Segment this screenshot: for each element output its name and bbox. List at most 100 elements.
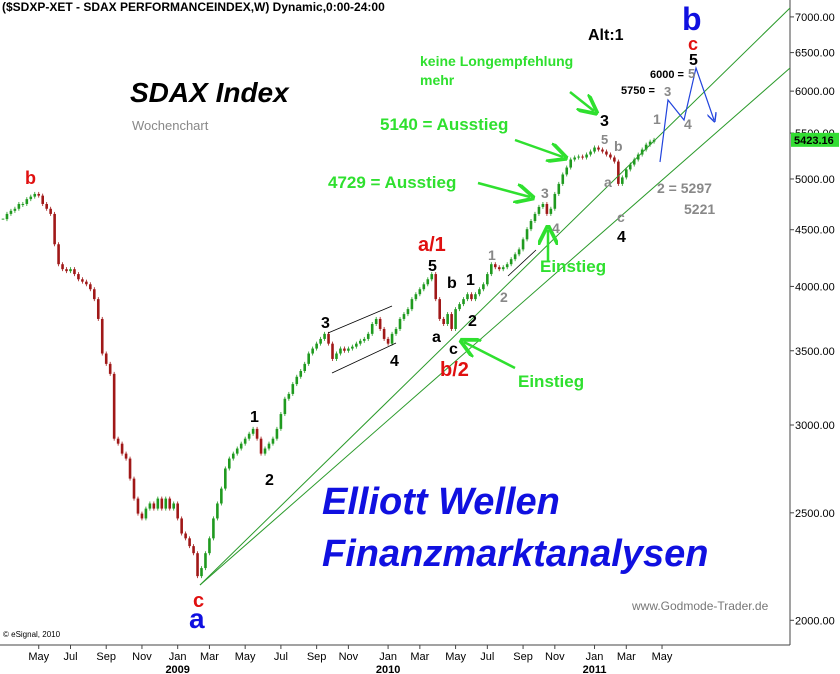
candle bbox=[553, 193, 557, 209]
candle bbox=[601, 149, 604, 152]
candle bbox=[188, 538, 191, 547]
candle bbox=[239, 443, 243, 449]
candle bbox=[343, 348, 346, 351]
candle bbox=[81, 279, 84, 282]
candle bbox=[128, 458, 132, 479]
y-tick-label: 3000.00 bbox=[795, 420, 835, 432]
annotation: 2 bbox=[468, 313, 477, 330]
annotation: keine Longempfehlung bbox=[420, 53, 573, 69]
candle bbox=[21, 203, 25, 205]
candle bbox=[557, 183, 561, 194]
candle bbox=[613, 157, 616, 162]
candle bbox=[216, 503, 219, 519]
annotation: Einstieg bbox=[518, 372, 584, 391]
annotation: 5221 bbox=[684, 201, 715, 217]
candle bbox=[434, 274, 438, 300]
x-year-label: 2011 bbox=[583, 664, 607, 674]
candle bbox=[347, 348, 350, 351]
annotation: 2 bbox=[265, 472, 274, 489]
candle bbox=[13, 208, 17, 211]
candle bbox=[541, 203, 545, 207]
annotation: a bbox=[432, 329, 441, 346]
candle bbox=[148, 503, 152, 509]
candle bbox=[569, 159, 573, 168]
candle bbox=[478, 289, 481, 295]
candle bbox=[61, 264, 64, 270]
y-tick-label: 6000.00 bbox=[795, 86, 835, 98]
candle bbox=[231, 453, 235, 459]
candle bbox=[192, 546, 195, 554]
candle bbox=[29, 196, 33, 200]
candle bbox=[490, 264, 493, 275]
candle bbox=[573, 157, 576, 160]
candle bbox=[414, 294, 418, 300]
candle bbox=[525, 229, 529, 240]
annotation: a/1 bbox=[418, 234, 446, 256]
annotation: 4729 = Ausstieg bbox=[328, 173, 456, 192]
x-tick-label: Sep bbox=[96, 651, 116, 663]
candle bbox=[398, 318, 402, 329]
candle bbox=[486, 274, 489, 285]
x-tick-label: Jul bbox=[63, 651, 77, 663]
candle bbox=[521, 239, 525, 250]
x-tick-label: Sep bbox=[513, 651, 533, 663]
candle bbox=[33, 193, 37, 197]
candle bbox=[168, 498, 172, 509]
candle bbox=[497, 267, 501, 270]
candle bbox=[263, 448, 267, 454]
y-tick-label: 5000.00 bbox=[795, 174, 835, 186]
candle bbox=[53, 213, 56, 245]
annotation: 4 bbox=[684, 116, 692, 132]
x-tick-label: Jan bbox=[586, 651, 604, 663]
candle bbox=[394, 328, 398, 334]
candle bbox=[132, 478, 136, 499]
candle bbox=[605, 151, 608, 155]
annotation: 5 bbox=[601, 132, 608, 147]
candle bbox=[402, 314, 406, 319]
candle bbox=[196, 553, 199, 577]
candle bbox=[386, 338, 390, 344]
annotation: 3 bbox=[664, 84, 671, 99]
annotation: Elliott Wellen bbox=[322, 481, 560, 523]
candle bbox=[628, 164, 632, 170]
candle bbox=[243, 438, 247, 444]
candle bbox=[124, 453, 128, 459]
x-tick-label: Mar bbox=[617, 651, 636, 663]
candle bbox=[49, 208, 52, 214]
candle bbox=[180, 518, 183, 534]
candle bbox=[255, 428, 259, 439]
candle bbox=[303, 363, 307, 371]
candle bbox=[561, 174, 565, 184]
candle bbox=[577, 156, 580, 158]
x-tick-label: Nov bbox=[339, 651, 359, 663]
candle bbox=[176, 503, 179, 519]
candle bbox=[589, 151, 592, 155]
annotation: c bbox=[193, 590, 204, 612]
candle bbox=[315, 343, 318, 349]
annotation: a bbox=[604, 174, 612, 190]
candle bbox=[93, 289, 96, 300]
x-tick-label: May bbox=[28, 651, 49, 663]
channel-line bbox=[331, 342, 397, 374]
candle bbox=[200, 568, 203, 577]
candle bbox=[593, 147, 596, 152]
candle bbox=[267, 443, 271, 449]
candle bbox=[17, 203, 21, 209]
candle bbox=[462, 299, 465, 305]
annotation: 1 bbox=[488, 247, 496, 263]
candle bbox=[160, 498, 164, 509]
candle bbox=[65, 269, 68, 272]
annotation: Finanzmarktanalysen bbox=[322, 533, 708, 575]
candle bbox=[112, 373, 116, 439]
candle bbox=[351, 346, 354, 349]
candle bbox=[446, 314, 449, 324]
candle bbox=[319, 338, 322, 344]
x-tick-label: Jul bbox=[480, 651, 494, 663]
x-tick-label: Sep bbox=[307, 651, 327, 663]
annotation: © eSignal, 2010 bbox=[3, 630, 61, 639]
candle bbox=[426, 279, 430, 285]
candle bbox=[247, 433, 251, 439]
candle bbox=[279, 414, 283, 429]
candle bbox=[144, 508, 148, 519]
